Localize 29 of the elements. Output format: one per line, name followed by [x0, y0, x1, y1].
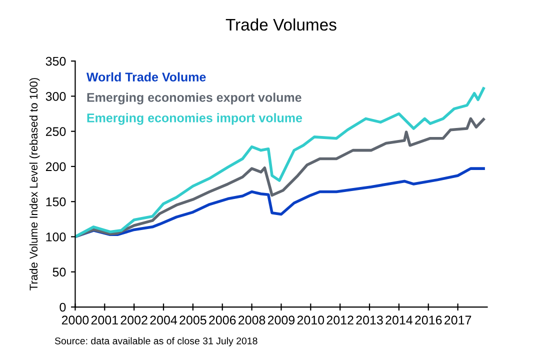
- y-tick-label: 250: [46, 127, 66, 136]
- x-tick-label: 2006: [209, 316, 236, 325]
- source-note: Source: data available as of close 31 July 2018: [54, 337, 258, 346]
- x-tick-label: 2016: [415, 316, 442, 325]
- x-tick-label: 2012: [326, 316, 354, 325]
- y-tick-label: 100: [46, 232, 66, 242]
- y-tick-label: 200: [46, 162, 66, 172]
- text: Emerging economies export volume: [87, 92, 302, 104]
- x-tick-label: 2005: [180, 316, 206, 325]
- x-tick-label: 2014: [386, 316, 412, 325]
- series-label: Emerging economies import volume: [87, 113, 302, 125]
- y-tick-label: 300: [46, 92, 66, 101]
- y-axis-title: Trade Volume Index Level (rebased to 100): [29, 78, 40, 290]
- x-tick-label: 2002: [120, 316, 148, 325]
- x-tick-label: 2000: [62, 316, 89, 325]
- x-tick-label: 2009: [268, 316, 295, 325]
- y-tick-label: 350: [46, 56, 66, 66]
- x-tick-label: 2017: [444, 316, 472, 325]
- y-tick-label: 50: [52, 268, 66, 277]
- x-tick-label: 2001: [91, 316, 118, 325]
- x-tick-label: 2010: [297, 316, 324, 325]
- chart-title: Trade Volumes: [226, 18, 336, 31]
- text: World Trade Volume: [86, 72, 206, 82]
- x-tick-label: 2004: [150, 316, 178, 325]
- x-tick-label: 2013: [356, 316, 383, 325]
- y-tick-label: 0: [60, 302, 66, 312]
- line-series: [75, 87, 485, 238]
- y-tick-label: 150: [46, 197, 66, 206]
- x-tick-label: 2008: [238, 316, 266, 325]
